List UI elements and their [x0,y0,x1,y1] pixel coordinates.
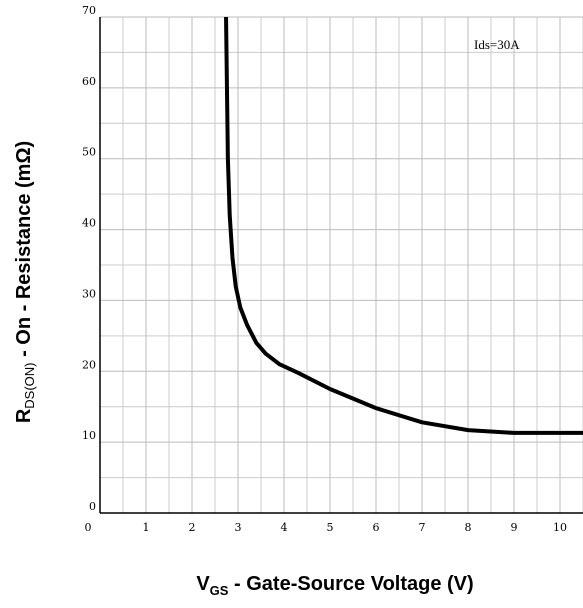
x-axis-label: VGS - Gate-Source Voltage (V) [196,573,473,598]
x-tick-label: 3 [235,521,242,534]
y-tick-label: 40 [82,217,96,230]
y-tick-label: 20 [82,358,96,371]
y-tick-label: 30 [82,287,96,300]
y-tick-label: 10 [82,429,96,442]
y-label-main: R [13,408,35,423]
x-tick-label: 10 [553,521,567,534]
x-tick-label: 4 [281,521,288,534]
x-tick-label: 0 [85,521,92,534]
y-axis-label: RDS(ON) - On - Resistance (mΩ) [13,141,37,423]
x-tick-label: 7 [419,521,426,534]
y-tick-label: 70 [82,4,96,17]
x-label-sub: GS [210,583,229,598]
y-label-rest: - On - Resistance (mΩ) [13,141,35,363]
x-tick-label: 8 [465,521,472,534]
x-label-rest: - Gate-Source Voltage (V) [228,573,473,595]
curve [224,16,583,435]
y-label-sub: DS(ON) [22,362,37,408]
y-tick-label: 50 [82,146,96,159]
annotation: Ids=30A [474,37,520,52]
x-tick-label: 6 [373,521,380,534]
x-tick-label: 9 [511,521,518,534]
x-tick-label: 5 [327,521,334,534]
x-tick-label: 2 [189,521,196,534]
plot: 0 1 2 3 4 5 6 7 8 9 10 0 10 20 30 40 50 60 70 [82,4,583,534]
x-label-main: V [196,573,210,595]
y-tick-label: 0 [89,500,96,513]
x-tick-label: 1 [143,521,150,534]
y-tick-label: 60 [82,75,96,88]
